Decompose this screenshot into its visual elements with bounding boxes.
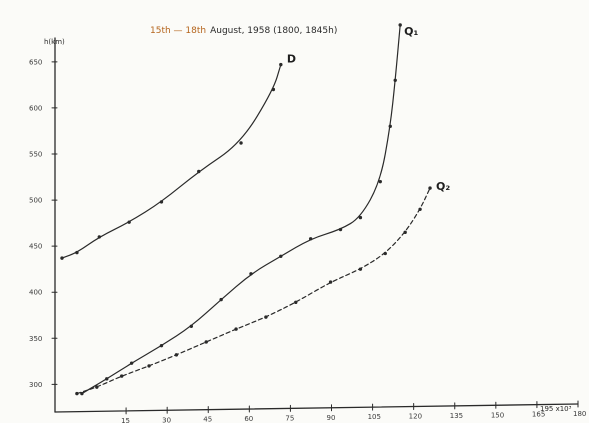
series-line-d [61,64,282,259]
series-label-q2: Q₂ [436,180,450,193]
data-point-q2 [204,340,208,344]
x-tick-label: 120 [409,413,422,421]
data-point-d [239,141,243,145]
data-point-d [127,220,131,224]
data-point-q1 [378,179,382,184]
data-point-q2 [428,186,432,190]
chart-title-rest: August, 1958 (1800, 1845h) [210,26,337,36]
series-label-q1: Q₁ [404,25,418,38]
x-tick-label: 90 [327,414,336,422]
x-tick-label: 150 [491,411,504,419]
data-point-d [97,235,102,239]
data-point-q2 [328,280,333,284]
y-ticks: 300 350 400 450 500 550 600 650 [29,58,58,389]
y-tick-label: 350 [29,335,42,343]
data-point-q1 [129,361,134,365]
data-point-q2 [418,207,422,211]
data-point-q2 [358,267,363,271]
data-point-q1 [388,124,392,129]
x-axis-end-label: 195 x10³ [540,405,572,413]
data-point-q1 [159,343,164,348]
data-point-q1 [308,237,313,241]
data-point-q2 [234,327,238,331]
series-label-d: D [287,53,296,66]
data-point-q1 [393,78,397,82]
data-point-q2 [119,374,124,378]
y-tick-label: 300 [29,381,42,389]
x-tick-label: 135 [450,412,463,420]
x-ticks: 15 30 45 60 75 90 105 120 135 150 165 180 [121,400,586,423]
data-point-d [60,256,64,260]
data-point-d [271,87,276,92]
x-tick-label: 45 [203,416,212,423]
y-tick-label: 600 [29,104,42,112]
series-layer [60,23,432,396]
x-axis [54,403,579,413]
y-tick-label: 650 [29,58,42,66]
data-point-q2 [75,391,79,396]
data-point-q2 [95,385,99,389]
series-line-q1 [81,24,401,395]
x-tick-label: 105 [368,413,381,421]
data-point-q2 [147,364,151,368]
x-tick-label: 180 [573,410,586,418]
data-point-d [159,200,164,204]
y-tick-label: 500 [29,197,42,205]
data-point-q2 [403,230,407,235]
x-tick-label: 30 [162,416,171,423]
data-point-q2 [294,300,298,305]
data-point-d [75,250,79,255]
data-point-q2 [174,353,179,357]
data-point-q1 [279,254,283,258]
y-axis-label: h(km) [44,38,65,46]
y-tick-label: 550 [29,151,42,159]
chart-title-dates: 15th — 18th [150,26,206,36]
data-point-q1 [105,377,109,381]
x-tick-label: 75 [285,414,294,422]
x-tick-label: 15 [121,417,130,423]
y-tick-label: 450 [29,243,42,251]
x-tick-label: 60 [244,415,253,423]
data-point-d [279,62,283,67]
data-point-d [197,169,201,174]
chart-title: 15th — 18th August, 1958 (1800, 1845h) [150,26,337,36]
data-point-q1 [219,297,223,302]
data-point-q1 [338,227,343,232]
data-point-q1 [189,324,194,329]
data-point-q1 [358,215,363,220]
data-point-q1 [249,272,253,276]
data-point-q1 [398,23,402,27]
y-tick-label: 400 [29,289,42,297]
series-line-q2 [76,187,431,395]
data-point-q2 [264,315,268,319]
data-point-q2 [383,251,387,256]
x-tick-label: 165 [532,411,545,419]
